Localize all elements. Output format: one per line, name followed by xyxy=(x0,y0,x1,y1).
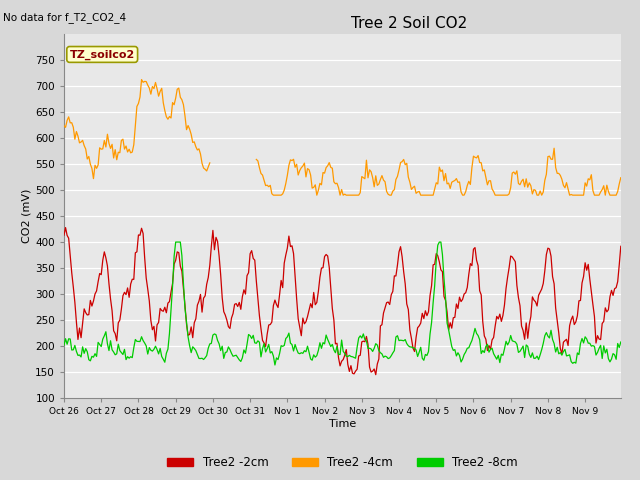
Y-axis label: CO2 (mV): CO2 (mV) xyxy=(21,189,31,243)
Text: No data for f_T2_CO2_4: No data for f_T2_CO2_4 xyxy=(3,12,126,23)
Text: TZ_soilco2: TZ_soilco2 xyxy=(70,49,135,60)
X-axis label: Time: Time xyxy=(329,419,356,429)
Legend: Tree2 -2cm, Tree2 -4cm, Tree2 -8cm: Tree2 -2cm, Tree2 -4cm, Tree2 -8cm xyxy=(163,452,522,474)
Title: Tree 2 Soil CO2: Tree 2 Soil CO2 xyxy=(351,16,467,31)
